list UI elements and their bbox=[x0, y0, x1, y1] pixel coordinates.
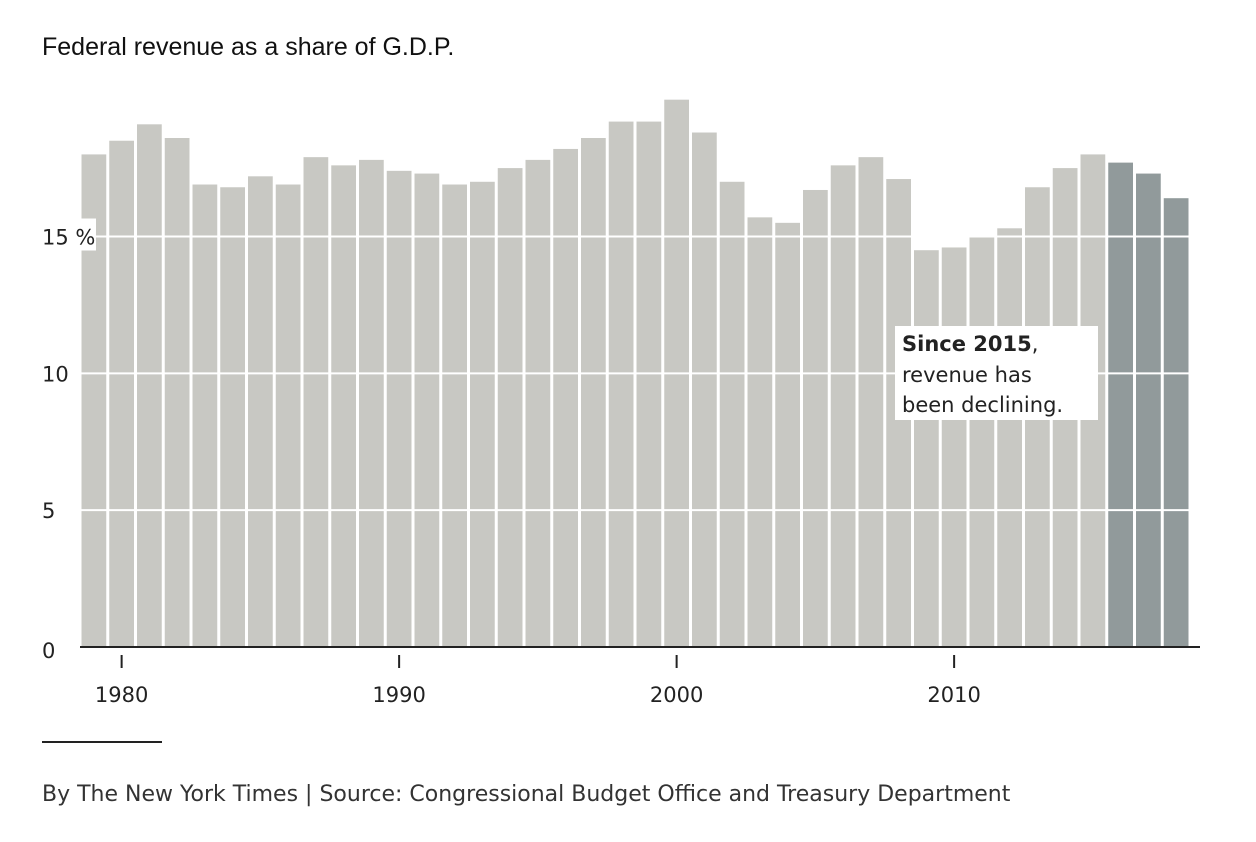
bar-1985 bbox=[248, 176, 273, 647]
annotation-heading: Since 2015, bbox=[902, 332, 1038, 356]
x-tick-label: 2010 bbox=[927, 683, 980, 707]
annotation-callout: Since 2015, revenue has been declining. bbox=[895, 326, 1098, 420]
bar-2010 bbox=[941, 247, 967, 647]
bar-1998 bbox=[608, 121, 634, 647]
bar-1986 bbox=[275, 184, 301, 647]
y-axis-labels: 0 5 10 15 % bbox=[36, 218, 96, 663]
chart-title: Federal revenue as a share of G.D.P. bbox=[42, 33, 455, 61]
bar-1983 bbox=[192, 184, 218, 647]
y-tick-label-bg bbox=[36, 492, 59, 525]
y-tick-label: 5 bbox=[42, 499, 55, 523]
annotation-line: been declining. bbox=[902, 393, 1063, 417]
bar-1981 bbox=[137, 124, 162, 647]
bar-1980 bbox=[109, 140, 134, 648]
bar-2001 bbox=[692, 132, 717, 647]
bar-1990 bbox=[386, 170, 412, 647]
bar-1984 bbox=[220, 187, 245, 647]
source-credit: By The New York Times | Source: Congress… bbox=[42, 782, 1011, 807]
bar-2012 bbox=[997, 228, 1022, 648]
x-tick-label: 1980 bbox=[95, 683, 148, 707]
bars-layer bbox=[81, 99, 1189, 648]
y-tick-label: 15 % bbox=[42, 226, 95, 250]
annotation-bold-suffix: , bbox=[1032, 332, 1039, 356]
bar-1991 bbox=[414, 173, 440, 647]
bar-2017 bbox=[1136, 173, 1161, 647]
y-tick-label-bg bbox=[36, 355, 71, 388]
bar-2006 bbox=[830, 165, 856, 648]
y-tick-label-bg bbox=[36, 218, 96, 251]
annotation-background bbox=[895, 326, 1098, 420]
bar-1996 bbox=[553, 148, 578, 647]
bar-1993 bbox=[470, 181, 495, 647]
bar-2005 bbox=[803, 189, 828, 648]
bar-1999 bbox=[636, 121, 662, 647]
bar-1989 bbox=[359, 159, 384, 647]
bar-2004 bbox=[775, 222, 800, 647]
x-tick-label: 2000 bbox=[650, 683, 703, 707]
x-tick-label: 1990 bbox=[372, 683, 425, 707]
bar-2011 bbox=[969, 236, 995, 647]
x-axis: 1980 1990 2000 2010 bbox=[95, 655, 981, 707]
y-tick-label: 10 bbox=[42, 362, 69, 386]
bar-1987 bbox=[303, 157, 329, 647]
bar-2009 bbox=[914, 250, 939, 647]
bar-2002 bbox=[719, 181, 745, 647]
bar-2003 bbox=[747, 217, 773, 648]
bar-2016 bbox=[1108, 162, 1133, 647]
bar-1997 bbox=[581, 138, 606, 647]
annotation-line: revenue has bbox=[902, 363, 1032, 387]
bar-1992 bbox=[442, 184, 467, 647]
footer-divider bbox=[42, 741, 162, 743]
bar-2007 bbox=[858, 157, 884, 647]
bar-1995 bbox=[525, 159, 551, 647]
bar-1988 bbox=[331, 165, 356, 648]
bar-1982 bbox=[164, 138, 190, 647]
annotation-bold-text: Since 2015 bbox=[902, 332, 1032, 356]
bar-1994 bbox=[497, 168, 523, 647]
y-tick-label: 0 bbox=[42, 639, 55, 663]
bar-2018 bbox=[1163, 198, 1189, 647]
